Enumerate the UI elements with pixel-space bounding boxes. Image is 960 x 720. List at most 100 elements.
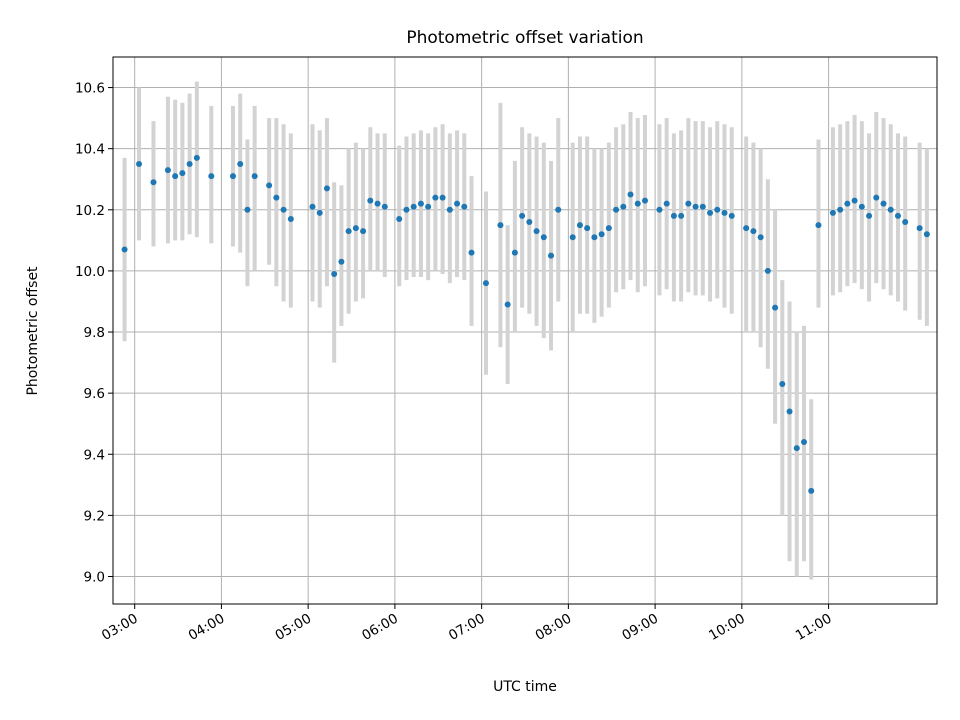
data-point bbox=[150, 179, 157, 186]
y-tick-label: 9.6 bbox=[84, 386, 105, 402]
data-point bbox=[316, 209, 323, 216]
x-tick-label: 09:00 bbox=[619, 611, 661, 644]
data-point bbox=[923, 231, 930, 238]
x-tick-label: 07:00 bbox=[446, 611, 488, 644]
data-point bbox=[858, 203, 865, 210]
data-point bbox=[374, 200, 381, 207]
data-point bbox=[750, 228, 757, 235]
data-point bbox=[136, 160, 143, 167]
data-point bbox=[179, 170, 186, 177]
data-point bbox=[844, 200, 851, 207]
x-tick-label: 06:00 bbox=[359, 611, 401, 644]
data-point bbox=[229, 173, 236, 180]
x-tick-label: 08:00 bbox=[533, 611, 575, 644]
data-point bbox=[193, 154, 200, 161]
data-point bbox=[772, 304, 779, 311]
data-point bbox=[641, 197, 648, 204]
data-point bbox=[432, 194, 439, 201]
x-tick-label: 10:00 bbox=[706, 611, 748, 644]
y-tick-label: 9.0 bbox=[84, 569, 105, 585]
data-point bbox=[887, 206, 894, 213]
data-point bbox=[880, 200, 887, 207]
x-axis-label: UTC time bbox=[493, 679, 557, 695]
data-point bbox=[446, 206, 453, 213]
data-point bbox=[251, 173, 258, 180]
y-tick-label: 10.4 bbox=[75, 142, 105, 158]
data-point bbox=[403, 206, 410, 213]
y-tick-label: 9.2 bbox=[84, 508, 105, 524]
data-point bbox=[815, 222, 822, 229]
data-point bbox=[425, 203, 432, 210]
data-point bbox=[656, 206, 663, 213]
data-point bbox=[902, 219, 909, 226]
data-point bbox=[338, 258, 345, 265]
data-point bbox=[519, 212, 526, 219]
data-point bbox=[186, 160, 193, 167]
data-point bbox=[410, 203, 417, 210]
data-point bbox=[323, 185, 330, 192]
data-point bbox=[764, 267, 771, 274]
data-point bbox=[707, 209, 714, 216]
data-point bbox=[273, 194, 280, 201]
data-point bbox=[576, 222, 583, 229]
data-point bbox=[468, 249, 475, 256]
data-point bbox=[526, 219, 533, 226]
data-point bbox=[208, 173, 215, 180]
data-point bbox=[454, 200, 461, 207]
chart-title: Photometric offset variation bbox=[406, 28, 643, 48]
data-point bbox=[779, 380, 786, 387]
data-point bbox=[280, 206, 287, 213]
data-point bbox=[461, 203, 468, 210]
data-point bbox=[829, 209, 836, 216]
y-ticks: 9.0 9.2 9.4 9.6 9.8 10.0 10.2 10.4 10.6 bbox=[75, 81, 113, 585]
data-point bbox=[757, 234, 764, 241]
y-axis-label: Photometric offset bbox=[25, 266, 41, 396]
plot-frame bbox=[112, 56, 938, 605]
data-point bbox=[851, 197, 858, 204]
data-point bbox=[598, 231, 605, 238]
data-point bbox=[728, 212, 735, 219]
data-point bbox=[721, 209, 728, 216]
data-point bbox=[663, 200, 670, 207]
data-point bbox=[837, 206, 844, 213]
data-point bbox=[121, 246, 128, 253]
data-point bbox=[605, 225, 612, 232]
data-point bbox=[497, 222, 504, 229]
data-point bbox=[801, 439, 808, 446]
data-point bbox=[345, 228, 352, 235]
data-point bbox=[692, 203, 699, 210]
data-point bbox=[613, 206, 620, 213]
data-point bbox=[685, 200, 692, 207]
y-gridlines bbox=[113, 87, 937, 577]
data-point bbox=[699, 203, 706, 210]
data-points bbox=[121, 154, 930, 494]
data-point bbox=[548, 252, 555, 259]
error-bars bbox=[122, 81, 929, 580]
data-point bbox=[172, 173, 179, 180]
data-point bbox=[743, 225, 750, 232]
data-point bbox=[916, 225, 923, 232]
x-tick-label: 04:00 bbox=[186, 611, 228, 644]
data-point bbox=[540, 234, 547, 241]
data-point bbox=[360, 228, 367, 235]
data-point bbox=[331, 270, 338, 277]
x-tick-label: 05:00 bbox=[272, 611, 314, 644]
y-tick-label: 9.4 bbox=[84, 447, 105, 463]
data-point bbox=[584, 225, 591, 232]
data-point bbox=[367, 197, 374, 204]
data-point bbox=[396, 215, 403, 222]
data-point bbox=[555, 206, 562, 213]
data-point bbox=[873, 194, 880, 201]
y-tick-label: 10.0 bbox=[75, 264, 105, 280]
data-point bbox=[482, 280, 489, 287]
x-ticks: 03:00 04:00 05:00 06:00 07:00 08:00 09:00 10:00… bbox=[99, 604, 835, 644]
x-gridlines bbox=[134, 57, 830, 604]
data-point bbox=[620, 203, 627, 210]
data-point bbox=[244, 206, 251, 213]
data-point bbox=[439, 194, 446, 201]
data-point bbox=[793, 445, 800, 452]
data-point bbox=[627, 191, 634, 198]
data-point bbox=[808, 487, 815, 494]
data-point bbox=[352, 225, 359, 232]
data-point bbox=[266, 182, 273, 189]
